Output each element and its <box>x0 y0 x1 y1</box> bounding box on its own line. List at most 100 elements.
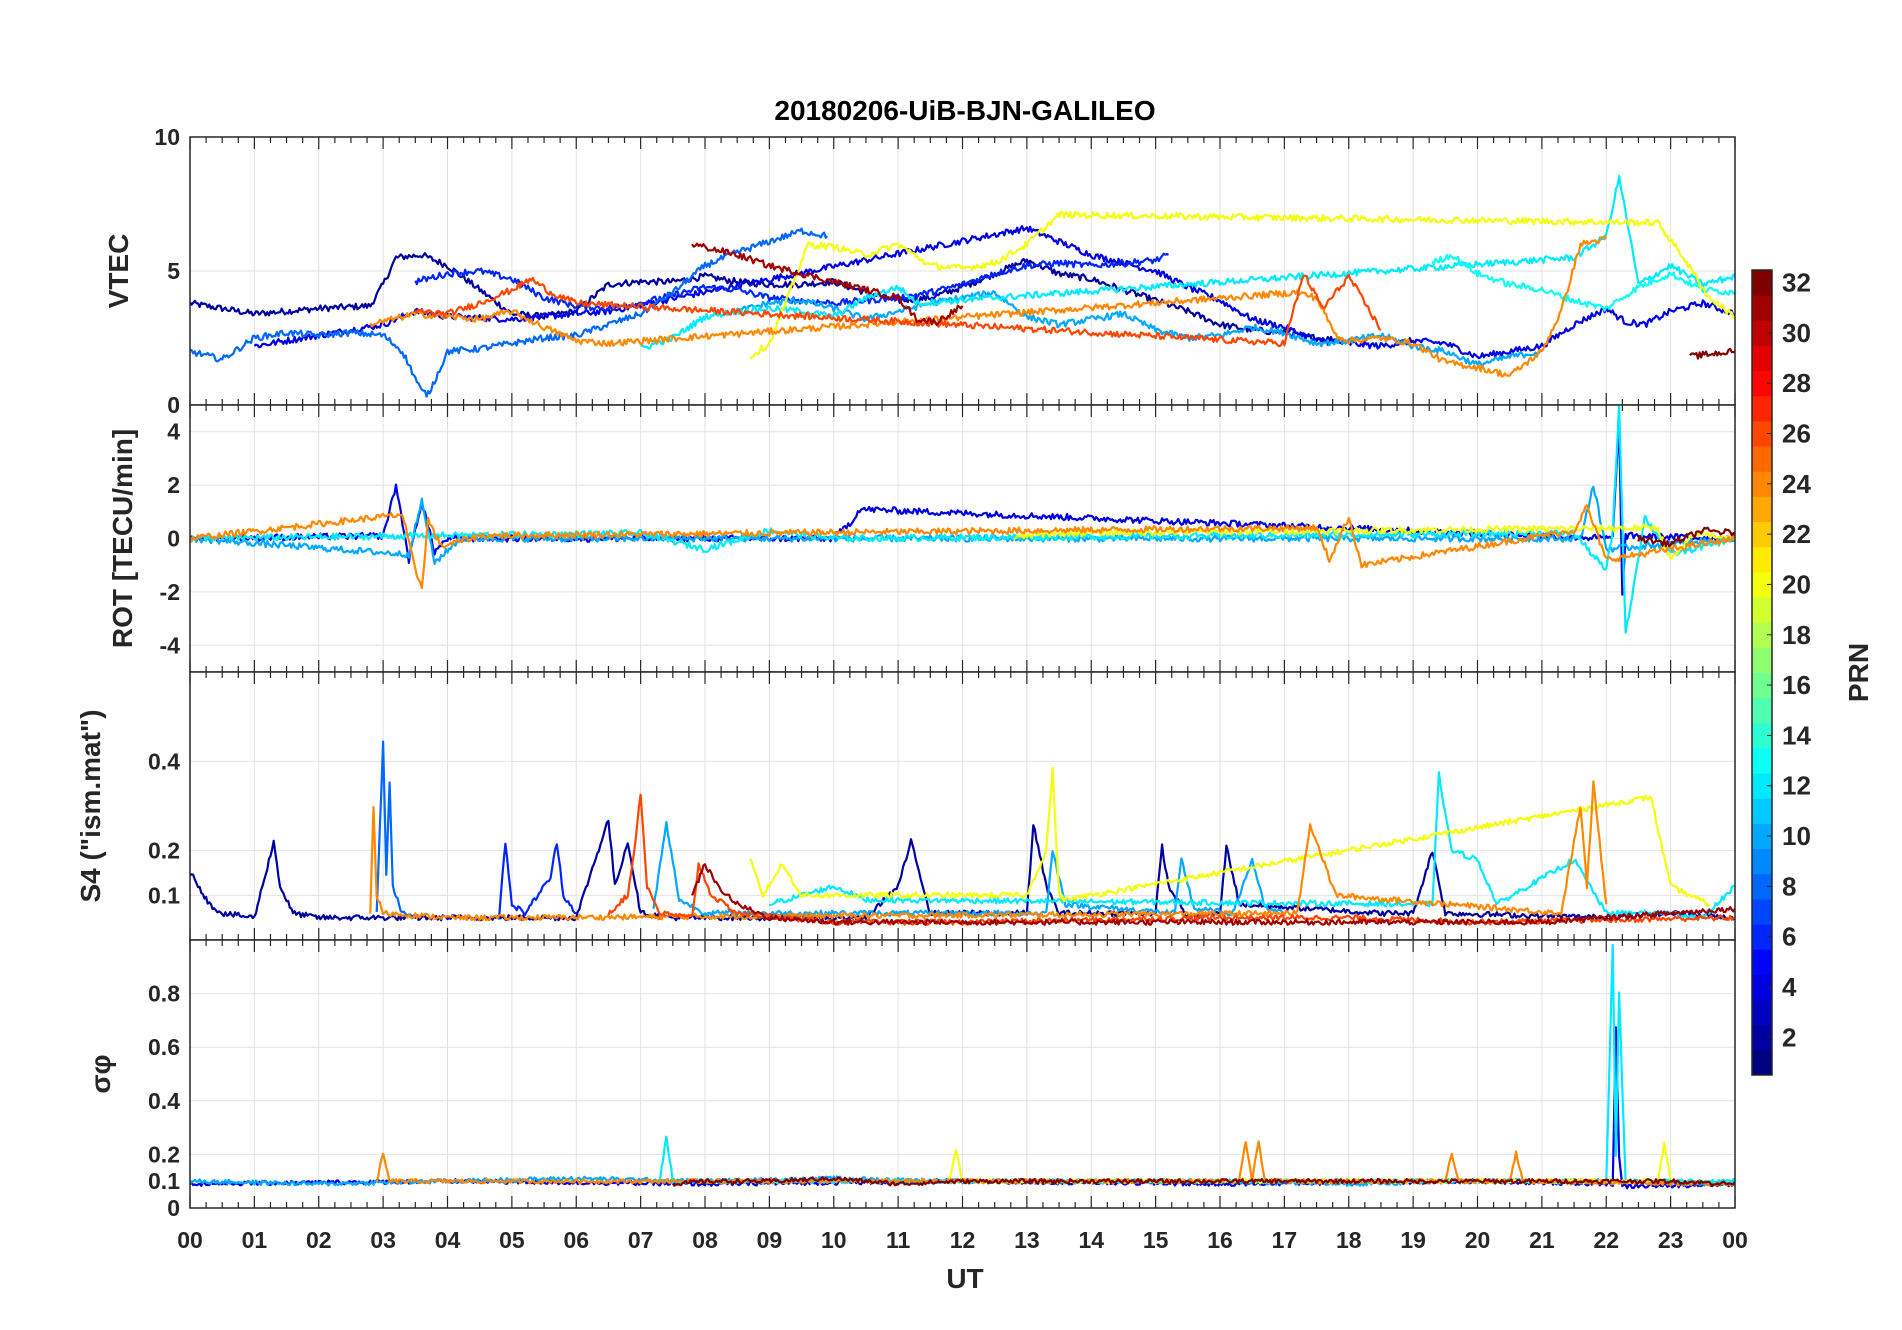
colorbar-tick-label: 26 <box>1782 419 1811 449</box>
colorbar-tick-label: 8 <box>1782 871 1796 901</box>
y-tick-label: 0 <box>167 526 180 552</box>
x-tick-label: 09 <box>757 1227 783 1253</box>
y-tick-label: 0.1 <box>148 882 180 908</box>
x-tick-label: 08 <box>692 1227 718 1253</box>
colorbar-swatch <box>1752 395 1772 422</box>
y-tick-label: -2 <box>160 579 180 605</box>
colorbar-swatch <box>1752 924 1772 950</box>
x-tick-label: 05 <box>499 1227 525 1253</box>
series-line-prn32 <box>671 1175 1735 1187</box>
colorbar-swatch <box>1752 974 1772 1001</box>
y-tick-label: 0.2 <box>148 1141 180 1167</box>
series-line-prn12 <box>768 771 1735 921</box>
series-line-prn4 <box>190 417 1735 596</box>
colorbar-swatch <box>1752 370 1772 397</box>
colorbar-tick-label: 22 <box>1782 519 1811 549</box>
x-tick-label: 13 <box>1014 1227 1040 1253</box>
colorbar-swatch <box>1752 1049 1772 1076</box>
colorbar-tick-label: 30 <box>1782 318 1811 348</box>
colorbar-tick-label: 32 <box>1782 268 1811 298</box>
y-axis-label: VTEC <box>103 234 134 309</box>
series-line-prn6 <box>497 842 577 920</box>
colorbar-tick-label: 2 <box>1782 1022 1796 1052</box>
x-tick-label: 06 <box>563 1227 589 1253</box>
x-tick-label: 01 <box>242 1227 268 1253</box>
series-line-prn32 <box>1689 347 1735 360</box>
panel-VTEC: 0 5 10 VTEC <box>103 124 1736 418</box>
y-axis-label: ROT [TECU/min] <box>107 429 138 648</box>
colorbar-tick-label: 4 <box>1782 972 1797 1002</box>
x-tick-label: 19 <box>1400 1227 1426 1253</box>
colorbar-swatch <box>1752 999 1772 1026</box>
series-line-prn13 <box>1431 253 1735 312</box>
colorbar-swatch <box>1752 747 1772 774</box>
colorbar-swatch <box>1752 345 1772 372</box>
panel-sigma_phi: 00.10.2 0.4 0.6 0.8 σφ <box>85 939 1736 1221</box>
x-tick-label: 04 <box>435 1227 461 1253</box>
colorbar-swatch <box>1752 773 1772 799</box>
y-tick-label: 0.2 <box>148 838 180 864</box>
panel-S4: 0.1 0.2 0.4 S4 ("ism.mat") <box>75 671 1736 941</box>
x-tick-label: 02 <box>306 1227 332 1253</box>
x-tick-label: 23 <box>1658 1227 1684 1253</box>
x-tick-label: 03 <box>370 1227 396 1253</box>
series-line-prn2 <box>190 252 1350 345</box>
y-tick-label: 4 <box>167 419 180 445</box>
colorbar-tick-label: 20 <box>1782 569 1811 599</box>
colorbar-tick-label: 10 <box>1782 821 1811 851</box>
colorbar-swatch <box>1752 320 1772 346</box>
colorbar-swatch <box>1752 823 1772 850</box>
series-line-prn8 <box>190 227 829 398</box>
colorbar-swatch <box>1752 571 1772 598</box>
x-tick-label: 14 <box>1078 1227 1104 1253</box>
x-tick-label: 18 <box>1336 1227 1362 1253</box>
colorbar-swatch <box>1752 597 1772 623</box>
colorbar-swatch <box>1752 873 1772 900</box>
series-line-prn32 <box>1637 526 1735 548</box>
colorbar-tick-label: 28 <box>1782 368 1811 398</box>
colorbar-swatch <box>1752 1024 1772 1051</box>
y-tick-label: 0 <box>167 392 180 418</box>
colorbar-tick-label: 14 <box>1782 720 1811 750</box>
series-line-prn10 <box>736 290 1543 368</box>
y-tick-label: 0.4 <box>148 1088 180 1114</box>
series-line-prn12 <box>640 174 1735 350</box>
colorbar-frame <box>1751 269 1773 1076</box>
x-tick-label: 20 <box>1465 1227 1491 1253</box>
series-line-prn4 <box>253 225 1735 360</box>
x-tick-label: 21 <box>1529 1227 1555 1253</box>
x-tick-label: 17 <box>1272 1227 1298 1253</box>
colorbar-swatch <box>1752 647 1772 673</box>
series-line-prn26 <box>414 273 1382 348</box>
colorbar-swatch <box>1752 697 1772 724</box>
y-tick-label: 0.1 <box>148 1168 180 1194</box>
y-axis-label: S4 ("ism.mat") <box>75 709 106 902</box>
x-tick-label: 22 <box>1593 1227 1619 1253</box>
colorbar-swatch <box>1752 295 1772 321</box>
colorbar-swatch <box>1752 420 1772 447</box>
y-tick-label: -4 <box>160 632 181 658</box>
y-tick-label: 0.8 <box>148 981 180 1007</box>
colorbar-tick-label: 18 <box>1782 620 1811 650</box>
colorbar-swatch <box>1752 496 1772 523</box>
x-axis-label: UT <box>946 1263 983 1294</box>
series-line-prn20 <box>749 766 1711 908</box>
colorbar-swatch <box>1752 798 1772 824</box>
series-line-prn6 <box>414 252 1170 313</box>
series-line-prn24 <box>190 504 1735 590</box>
colorbar-swatch <box>1752 672 1772 699</box>
y-tick-label: 10 <box>154 124 180 150</box>
series-line-prn20 <box>749 210 1735 360</box>
colorbar-label: PRN <box>1843 643 1874 702</box>
colorbar-swatch <box>1752 848 1772 875</box>
y-tick-label: 2 <box>167 472 180 498</box>
x-tick-label: 16 <box>1207 1227 1233 1253</box>
colorbar-swatch <box>1752 949 1772 975</box>
colorbar-swatch <box>1752 471 1772 497</box>
colorbar-swatch <box>1752 521 1772 548</box>
x-tick-label: 15 <box>1143 1227 1169 1253</box>
colorbar-swatch <box>1752 898 1772 925</box>
